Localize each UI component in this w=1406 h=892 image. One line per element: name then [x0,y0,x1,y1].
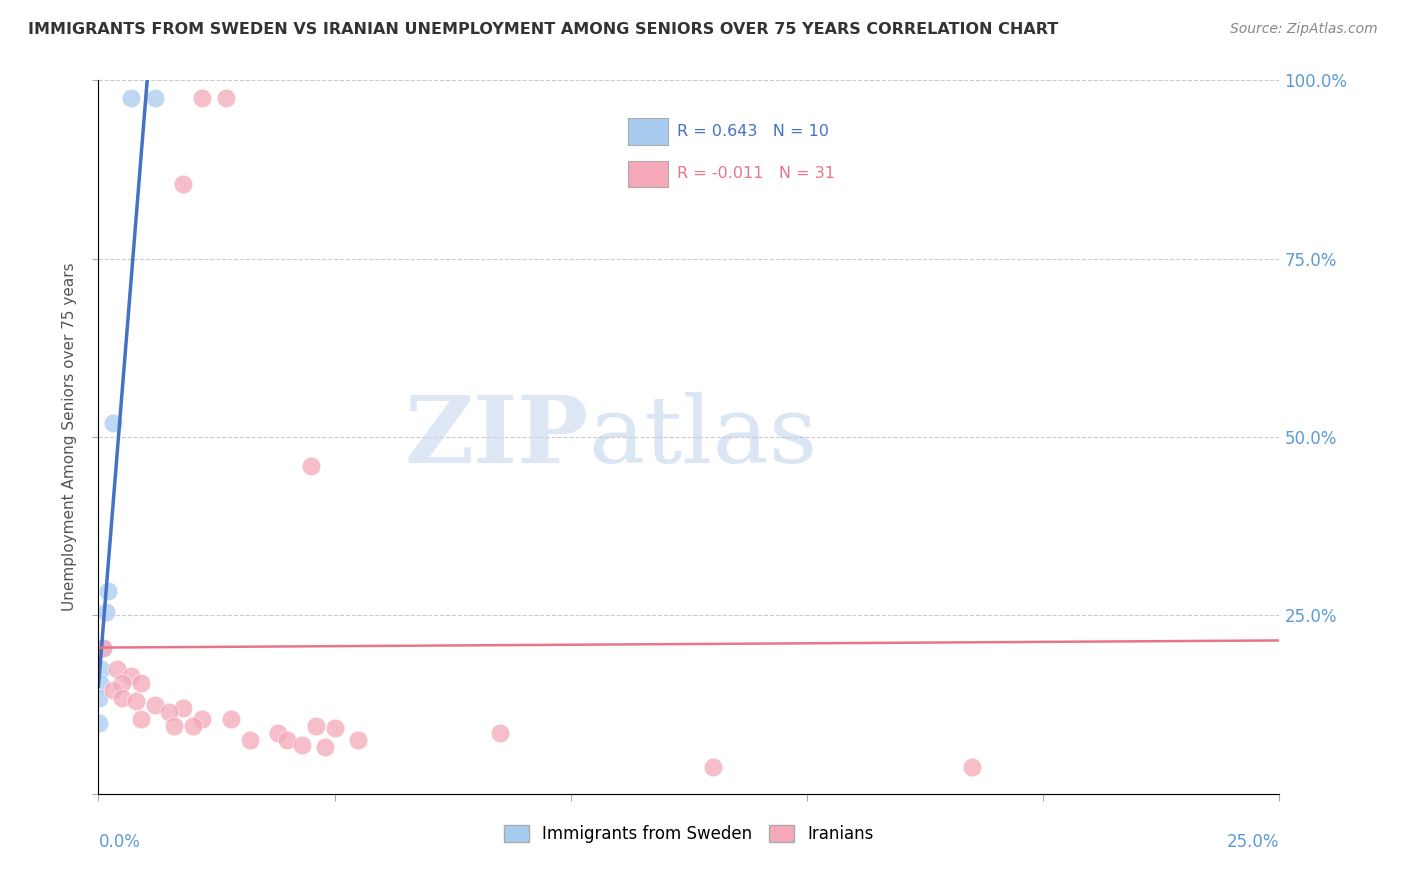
Point [143,91,166,105]
Point [105,662,128,676]
Point [702,760,724,774]
Point [191,712,214,726]
Legend: Immigrants from Sweden, Iranians: Immigrants from Sweden, Iranians [498,818,880,850]
Point [489,726,512,740]
Bar [628,118,668,145]
Text: atlas: atlas [589,392,818,482]
Point [89,676,111,690]
Text: 0.0%: 0.0% [98,833,141,851]
Point [172,177,194,191]
Point [239,733,262,747]
Point [97,583,120,598]
Point [111,690,134,705]
Point [172,701,194,715]
Text: 25.0%: 25.0% [1227,833,1279,851]
Point [323,721,346,735]
Point [91,640,114,655]
Point [290,739,312,753]
Point [215,91,238,105]
Point [314,740,336,755]
Point [90,662,112,676]
Point [101,683,124,698]
Point [91,640,114,655]
Point [347,733,370,747]
Point [101,416,124,430]
Point [181,719,204,733]
Point [219,712,242,726]
Point [121,669,143,683]
Text: R = 0.643   N = 10: R = 0.643 N = 10 [678,124,830,138]
Point [163,719,186,733]
Point [125,694,148,708]
Point [276,733,298,747]
Point [305,719,328,733]
Point [143,698,166,712]
Point [89,690,111,705]
Point [267,726,290,740]
Y-axis label: Unemployment Among Seniors over 75 years: Unemployment Among Seniors over 75 years [62,263,77,611]
Text: R = -0.011   N = 31: R = -0.011 N = 31 [678,167,835,181]
Point [111,676,134,690]
Text: ZIP: ZIP [405,392,589,482]
Point [121,91,143,105]
Point [129,676,152,690]
Point [191,91,214,105]
Bar [628,161,668,187]
Point [87,715,110,730]
Text: Source: ZipAtlas.com: Source: ZipAtlas.com [1230,22,1378,37]
Point [157,705,180,719]
Point [299,458,322,473]
Text: IMMIGRANTS FROM SWEDEN VS IRANIAN UNEMPLOYMENT AMONG SENIORS OVER 75 YEARS CORRE: IMMIGRANTS FROM SWEDEN VS IRANIAN UNEMPL… [28,22,1059,37]
Point [962,760,984,774]
Point [129,712,152,726]
Point [94,605,117,619]
